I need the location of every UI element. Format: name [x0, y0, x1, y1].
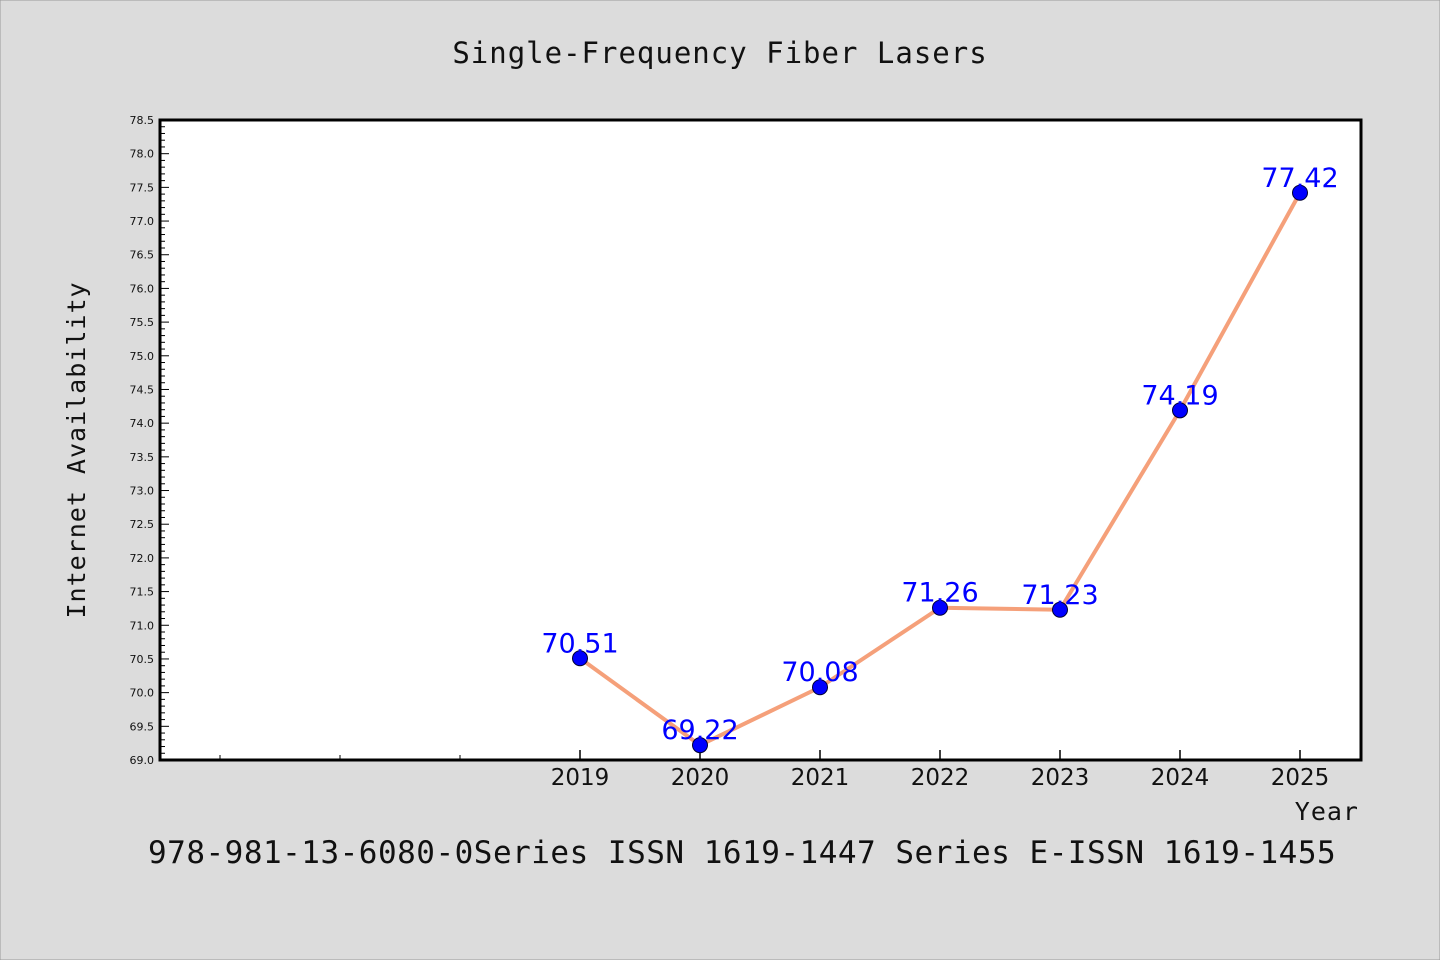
- y-tick-label: 71.5: [130, 586, 155, 599]
- y-tick-label: 71.0: [130, 619, 155, 632]
- x-tick-label: 2019: [551, 765, 610, 791]
- footer-text: 978-981-13-6080-0Series ISSN 1619-1447 S…: [148, 835, 1336, 871]
- data-point-marker: [1292, 184, 1308, 201]
- x-axis: 2019 2020 2021 2022 2023 2024 2025: [219, 750, 1330, 791]
- y-tick-label: 69.5: [130, 720, 155, 733]
- data-point-marker: [1172, 402, 1188, 419]
- y-tick-label: 77.0: [130, 215, 155, 228]
- data-point-marker: [692, 737, 708, 754]
- data-label: 71.23: [1021, 580, 1098, 611]
- data-label: 70.51: [541, 628, 618, 659]
- x-tick-label: 2023: [1031, 765, 1090, 791]
- y-tick-label: 77.5: [130, 181, 155, 194]
- x-tick-label: 2020: [671, 765, 730, 791]
- data-point-marker: [812, 679, 828, 696]
- y-tick-label: 72.0: [130, 552, 155, 565]
- chart-title: Single-Frequency Fiber Lasers: [452, 36, 987, 70]
- y-tick-label: 76.0: [130, 282, 155, 295]
- y-tick-label: 72.5: [130, 518, 155, 531]
- plot-frame: [158, 118, 1363, 762]
- y-tick-label: 74.5: [130, 383, 155, 396]
- y-tick-label: 73.5: [130, 451, 155, 464]
- data-point-marker: [1052, 601, 1068, 618]
- y-tick-label: 75.5: [130, 316, 155, 329]
- x-tick-label: 2022: [911, 765, 970, 791]
- x-tick-label: 2021: [791, 765, 850, 791]
- y-tick-label: 76.5: [130, 249, 155, 262]
- data-label: 70.08: [781, 657, 858, 688]
- data-point-marker: [932, 599, 948, 616]
- y-axis-title: Internet Availability: [62, 281, 91, 618]
- y-tick-label: 75.0: [130, 350, 155, 363]
- y-tick-label: 73.0: [130, 485, 155, 498]
- data-label: 77.42: [1261, 163, 1338, 194]
- y-tick-label: 70.0: [130, 687, 155, 700]
- y-tick-label: 70.5: [130, 653, 155, 666]
- y-axis: 69.0 69.5 70.0 70.5 71.0 71.5 72.0 72.5 73.0 73.5…: [130, 114, 169, 767]
- y-tick-label: 69.0: [130, 754, 155, 767]
- plot-area: [160, 120, 1361, 760]
- data-label: 71.26: [901, 578, 978, 609]
- y-tick-label: 78.0: [130, 148, 155, 161]
- data-series: 70.51 69.22 70.08 71.26 71.23 74.19 77.42: [541, 163, 1339, 754]
- x-tick-label: 2024: [1151, 765, 1210, 791]
- data-point-marker: [572, 650, 588, 667]
- x-tick-label: 2025: [1271, 765, 1330, 791]
- x-axis-title: Year: [1295, 797, 1359, 826]
- data-label: 69.22: [661, 715, 738, 746]
- data-label: 74.19: [1141, 380, 1218, 411]
- y-tick-label: 74.0: [130, 417, 155, 430]
- y-tick-label: 78.5: [130, 114, 155, 127]
